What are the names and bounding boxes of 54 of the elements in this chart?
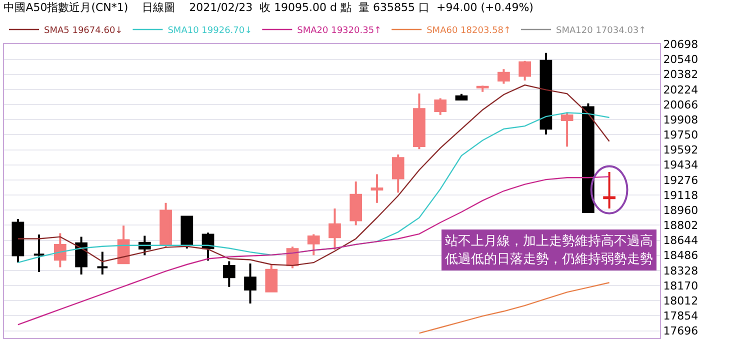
y-tick-label: 18960: [663, 204, 698, 217]
y-tick-label: 18802: [663, 219, 698, 232]
candlestick: [160, 202, 172, 248]
y-tick-label: 17854: [663, 310, 698, 323]
y-tick-label: 17696: [663, 324, 698, 338]
legend-label: SMA60 18203.58↑: [426, 26, 512, 36]
y-tick-label: 19276: [663, 174, 698, 187]
legend-label: SMA20 19320.35↑: [297, 26, 382, 36]
y-tick-label: 19750: [663, 128, 698, 142]
candlestick: [222, 260, 236, 288]
candlestick: [117, 224, 130, 265]
candlestick: [307, 233, 320, 256]
candlestick: [32, 234, 46, 274]
y-tick-label: 20540: [663, 53, 698, 66]
candlestick: [603, 171, 616, 210]
y-tick-label: 18486: [663, 249, 698, 262]
candlestick: [96, 250, 109, 276]
y-tick-label: 18328: [663, 264, 698, 278]
y-tick-label: 19592: [663, 144, 698, 157]
candlestick: [498, 68, 510, 85]
y-tick-label: 19118: [663, 188, 698, 202]
y-tick-label: 19434: [663, 158, 698, 172]
candlestick: [434, 97, 447, 116]
candlestick: [180, 215, 194, 250]
candlestick: [244, 262, 256, 304]
legend-label: SMA120 17034.03↑: [556, 26, 646, 36]
y-tick-label: 20066: [663, 98, 698, 112]
legend-label: SMA10 19926.70↓: [168, 26, 252, 36]
y-tick-label: 18644: [663, 234, 698, 248]
candlestick: [582, 102, 594, 213]
candlestick: [518, 60, 531, 82]
annotation: 低過低的日落走勢，仍維持弱勢走勢: [445, 252, 653, 267]
candlestick: [370, 173, 384, 204]
legend-label: SMA5 19674.60↓: [44, 26, 123, 36]
y-tick-label: 18170: [663, 279, 698, 292]
candlestick: [12, 218, 24, 264]
chart-title: 中國A50指數近月(CN*1) 日線圖 2021/02/23 收 19095.00 d 點 量 635855 口 +94.00 (+0.49%): [4, 1, 534, 14]
candlestick: [392, 154, 404, 194]
y-tick-label: 19908: [663, 113, 698, 126]
candlestick: [560, 111, 574, 148]
candlestick: [540, 52, 552, 136]
y-tick-label: 20382: [663, 68, 698, 82]
candlestick: [54, 232, 66, 268]
candlestick: [476, 84, 489, 93]
candlestick: [75, 236, 88, 276]
y-tick-label: 18012: [663, 294, 698, 308]
candlestick: [265, 263, 278, 292]
line-series: [418, 282, 610, 334]
candlestick: [328, 208, 341, 251]
y-tick-label: 20224: [663, 83, 698, 96]
candlestick: [413, 92, 426, 150]
annotation: 站不上月線，加上走勢維持高不過高: [445, 233, 653, 249]
y-tick-label: 20698: [663, 38, 698, 52]
candlestick: [350, 180, 362, 226]
